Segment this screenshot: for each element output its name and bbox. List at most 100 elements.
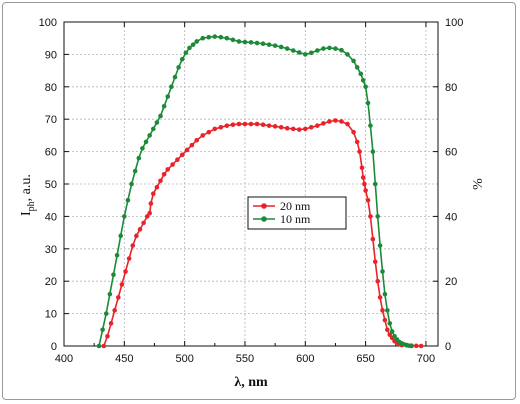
- data-point: [134, 233, 139, 239]
- y-left-tick-label-10: 100: [39, 17, 57, 29]
- data-point: [176, 65, 181, 70]
- data-point: [418, 343, 424, 349]
- data-point: [254, 40, 260, 46]
- data-point: [309, 125, 314, 130]
- data-point: [150, 126, 156, 132]
- data-point: [129, 181, 134, 187]
- data-point: [224, 123, 230, 128]
- y-right-tick-label-1: 20: [445, 276, 457, 288]
- data-point: [236, 39, 242, 44]
- data-point: [362, 181, 367, 187]
- data-point: [101, 343, 107, 349]
- data-point: [206, 129, 212, 135]
- y-right-tick-label-3: 60: [445, 147, 457, 159]
- data-point: [175, 157, 180, 162]
- data-point: [96, 343, 102, 349]
- data-point: [370, 236, 376, 242]
- data-point: [118, 233, 124, 239]
- data-point: [147, 210, 152, 216]
- data-point: [358, 71, 364, 77]
- data-point: [385, 327, 390, 333]
- data-point: [136, 155, 142, 161]
- data-point: [359, 165, 365, 171]
- y-left-tick-label-9: 90: [45, 49, 57, 61]
- data-point: [218, 34, 224, 40]
- axis-ticks: 400 450 500 550 600 650 7000102030405060708090…: [39, 17, 464, 365]
- data-point: [387, 321, 393, 326]
- x-tick-label-5: 650: [356, 353, 374, 365]
- data-point: [389, 329, 395, 334]
- legend-box: [247, 196, 347, 230]
- x-tick-label-2: 500: [175, 353, 193, 365]
- data-point: [351, 58, 356, 64]
- data-point: [409, 343, 414, 349]
- data-point: [351, 129, 356, 135]
- data-point: [194, 39, 200, 44]
- data-point: [165, 94, 171, 99]
- data-point: [140, 146, 145, 151]
- data-point: [363, 188, 368, 193]
- data-point: [161, 103, 167, 109]
- data-point: [392, 333, 397, 339]
- data-point: [327, 45, 332, 51]
- data-point: [200, 35, 206, 41]
- y-left-tick-label-6: 60: [45, 147, 57, 159]
- data-point: [315, 123, 320, 128]
- y-axis-left-title-letter: I: [19, 211, 34, 216]
- data-point: [114, 252, 120, 258]
- data-point: [150, 191, 156, 197]
- legend-label-10nm: 10 nm: [280, 212, 311, 226]
- data-point: [290, 126, 296, 132]
- data-point: [382, 317, 388, 323]
- data-point: [327, 119, 332, 124]
- data-point: [284, 125, 290, 131]
- data-point: [365, 197, 371, 203]
- data-point: [184, 147, 190, 153]
- data-point: [290, 48, 296, 53]
- data-point: [333, 46, 338, 51]
- data-point: [354, 65, 360, 70]
- data-point: [126, 256, 132, 261]
- data-point: [194, 137, 200, 143]
- data-point: [278, 44, 284, 50]
- data-point: [148, 201, 154, 206]
- y-left-tick-label-2: 20: [45, 276, 57, 288]
- y-axis-left-title-subscript: ph: [26, 201, 37, 211]
- data-point: [158, 178, 163, 184]
- data-point: [372, 259, 378, 265]
- data-point: [354, 139, 360, 145]
- data-point: [375, 278, 380, 284]
- data-point: [278, 125, 284, 130]
- data-point: [212, 34, 218, 39]
- data-point: [119, 282, 125, 287]
- data-point: [345, 121, 350, 127]
- y-axis-left-title: Iph, a.u.: [19, 174, 37, 216]
- data-point: [154, 184, 160, 190]
- data-point: [100, 327, 105, 333]
- data-point: [254, 121, 260, 127]
- data-point: [230, 122, 236, 128]
- data-point: [284, 46, 290, 51]
- data-point: [339, 119, 344, 124]
- data-point: [123, 269, 128, 274]
- data-point: [242, 121, 248, 127]
- data-point: [385, 308, 390, 313]
- data-point: [260, 41, 266, 47]
- data-point: [380, 269, 385, 274]
- data-point: [190, 42, 196, 47]
- data-point: [345, 52, 350, 57]
- y-right-tick-label-0: 0: [445, 341, 451, 353]
- data-point: [368, 214, 373, 219]
- data-point: [363, 84, 368, 90]
- data-point: [169, 84, 174, 90]
- legend-marker-10nm: [261, 216, 267, 222]
- data-point: [380, 308, 385, 313]
- y-left-tick-label-4: 40: [45, 211, 57, 223]
- data-point: [387, 332, 393, 337]
- x-tick-label-0: 400: [55, 353, 73, 365]
- data-point: [365, 100, 371, 106]
- data-point: [375, 214, 380, 219]
- data-point: [272, 43, 278, 48]
- legend-marker-20nm: [261, 203, 267, 209]
- y-left-tick-label-8: 80: [45, 82, 57, 94]
